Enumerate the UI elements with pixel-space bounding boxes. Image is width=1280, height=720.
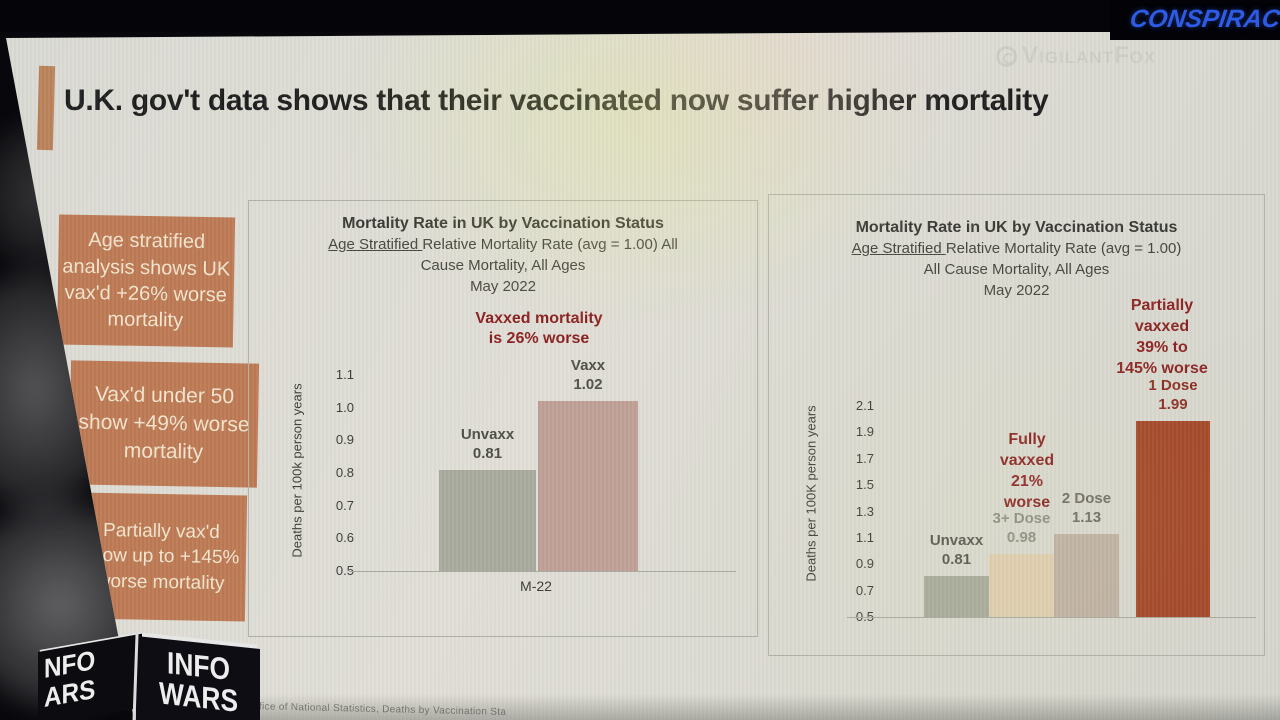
- chart-subtitle-line3: May 2022: [470, 278, 536, 295]
- y-tick: 0.6: [335, 530, 354, 546]
- x-axis-line: [847, 617, 1256, 618]
- chart-header: Mortality Rate in UK by Vaccination Stat…: [249, 213, 757, 297]
- chart-subtitle-line2: All Cause Mortality, All Ages: [923, 261, 1110, 278]
- bar-label: Vaxx 1.02: [570, 357, 606, 394]
- subtitle-rest: Relative Mortality Rate (avg = 1.00) All: [422, 236, 678, 253]
- infowars-side-text: NFO ARS: [44, 644, 96, 713]
- x-axis-line: [349, 571, 736, 572]
- bar-label: 2 Dose 1.13: [1061, 489, 1112, 526]
- infowars-logo: NFO ARS INFO WARS: [24, 624, 274, 720]
- chart-panel-all-vaxxed: Mortality Rate in UK by Vaccination Stat…: [248, 200, 758, 637]
- bar-1-dose: [1136, 420, 1210, 617]
- watermark-handle: VigilantFox: [1022, 42, 1157, 69]
- infowars-logo-front-face: INFO WARS: [136, 636, 260, 720]
- bar-vaxx: [538, 401, 638, 571]
- infowars-front-text: INFO WARS: [158, 645, 238, 719]
- plot-area: 1.1 1.0 0.9 0.8 0.7 0.6 0.5 Unvaxx 0.81 Vaxx 1.0…: [249, 201, 757, 636]
- annotation-vaxxed-26-worse: Vaxxed mortality is 26% worse: [475, 310, 603, 347]
- bar-label: 3+ Dose 0.98: [992, 509, 1051, 546]
- chart-subtitle-line2: Cause Mortality, All Ages: [420, 257, 586, 274]
- bar-2-dose: [1054, 533, 1119, 617]
- y-tick: 0.7: [855, 582, 874, 598]
- subtitle-underlined: Age Stratified: [328, 236, 423, 253]
- y-tick: 1.7: [855, 450, 874, 466]
- y-tick: 0.5: [335, 563, 354, 578]
- y-tick: 1.1: [335, 367, 354, 382]
- y-tick: 1.1: [855, 529, 874, 545]
- y-tick: 1.0: [335, 399, 354, 415]
- y-tick: 0.7: [335, 497, 354, 513]
- bar-3-dose: [989, 553, 1054, 617]
- top-bar: CONSPIRAC: [0, 0, 1280, 40]
- chart-subtitle-line1: Age Stratified Relative Mortality Rate (…: [249, 234, 757, 255]
- vigilantfox-watermark: VigilantFox: [996, 42, 1156, 70]
- plot-area: 2.1 1.9 1.7 1.5 1.3 1.1 0.9 0.7 0.5 Unvaxx 0.81 3+…: [769, 195, 1264, 655]
- y-tick: 2.1: [855, 398, 874, 413]
- chart-panel-by-dose: Mortality Rate in UK by Vaccination Stat…: [768, 194, 1265, 656]
- bar-label: 1 Dose 1.99: [1148, 376, 1198, 413]
- bar-unvaxx: [924, 576, 989, 617]
- chart-title: Mortality Rate in UK by Vaccination Stat…: [342, 215, 664, 232]
- chart-subtitle-line1: Age Stratified Relative Mortality Rate (…: [769, 238, 1264, 259]
- fingerprint-icon: [996, 45, 1017, 67]
- annotation-fully-vaxxed: Fully vaxxed 21% worse: [999, 431, 1055, 511]
- y-tick: 1.3: [855, 503, 874, 519]
- y-tick: 1.9: [855, 424, 874, 440]
- x-axis-label: M-22: [520, 578, 552, 594]
- callout-under-50: Vax'd under 50 show +49% worse mortality: [68, 360, 260, 488]
- y-tick: 1.5: [855, 477, 874, 493]
- y-tick: 0.5: [855, 609, 874, 624]
- slide-title: U.K. gov't data shows that their vaccina…: [64, 84, 1049, 117]
- bar-label: Unvaxx 0.81: [929, 532, 984, 569]
- conspiracy-banner-tab: CONSPIRAC: [1110, 0, 1280, 40]
- chart-subtitle-line3: May 2022: [983, 282, 1050, 299]
- bar-unvaxx: [439, 469, 536, 571]
- y-tick: 0.9: [855, 556, 874, 572]
- chart-header: Mortality Rate in UK by Vaccination Stat…: [769, 217, 1264, 301]
- bar-label: Unvaxx 0.81: [460, 425, 515, 462]
- subtitle-rest: Relative Mortality Rate (avg = 1.00): [945, 240, 1182, 257]
- annotation-partially-vaxxed: Partially vaxxed 39% to 145% worse: [1116, 297, 1208, 377]
- source-note: Office of National Statistics, Deaths by…: [247, 701, 507, 718]
- y-tick: 0.9: [335, 432, 354, 448]
- title-accent-bar: [36, 65, 56, 151]
- conspiracy-banner-text: CONSPIRAC: [1128, 5, 1280, 33]
- callout-age-stratified: Age stratified analysis shows UK vax'd +…: [56, 214, 236, 348]
- chart-title: Mortality Rate in UK by Vaccination Stat…: [855, 219, 1178, 236]
- y-tick: 0.8: [335, 465, 354, 480]
- subtitle-underlined: Age Stratified: [851, 240, 946, 257]
